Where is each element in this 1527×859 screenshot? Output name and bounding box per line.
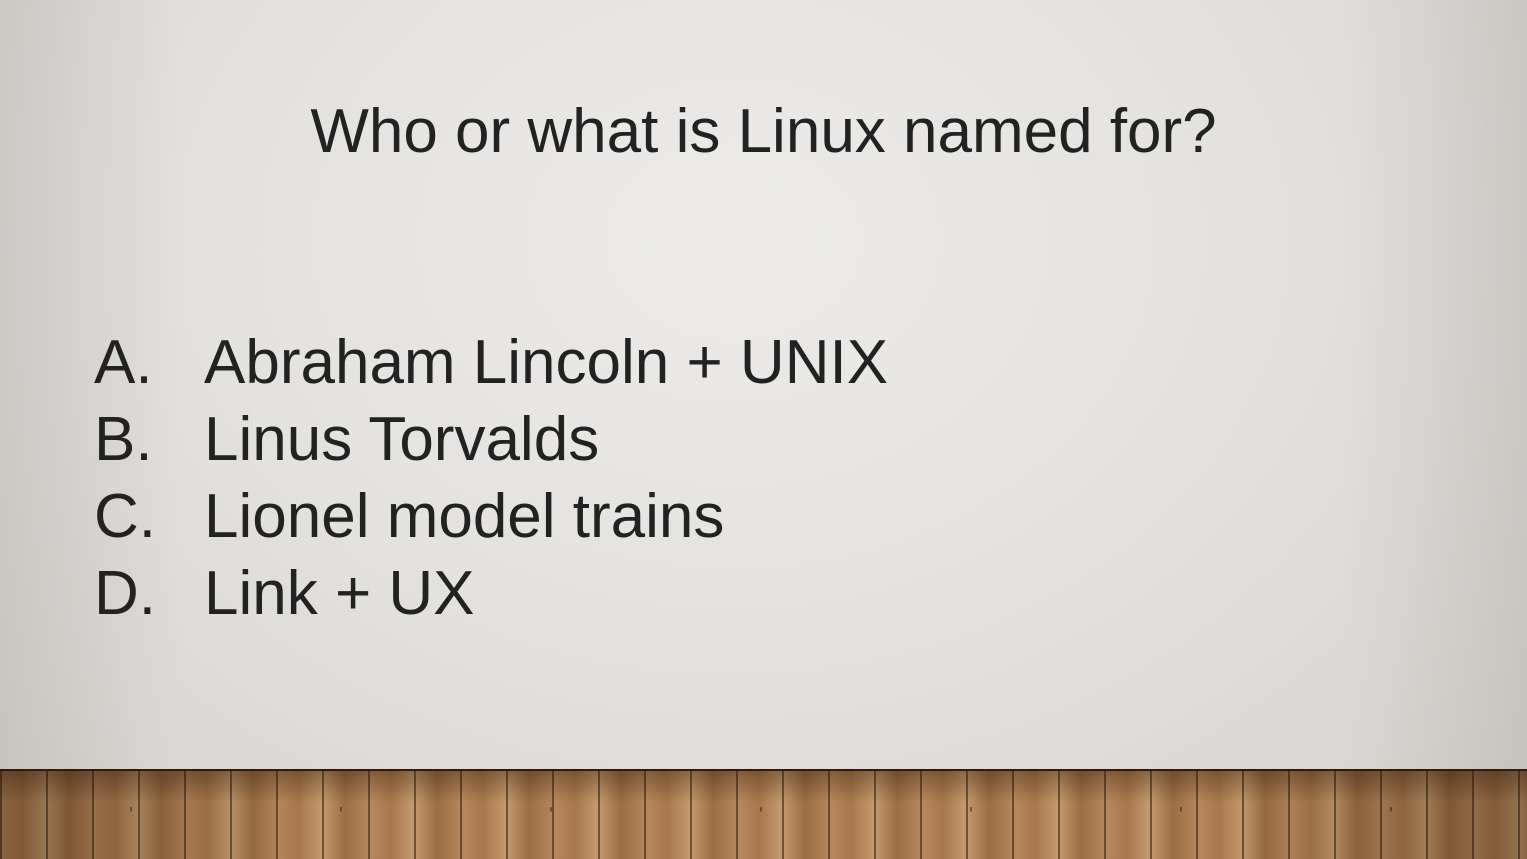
floor-board-seams [0, 771, 1527, 859]
answer-letter: C. [94, 482, 156, 551]
answer-letter: D. [94, 559, 156, 628]
answer-letter: A. [94, 328, 153, 397]
answer-text: Linus Torvalds [204, 405, 600, 474]
answer-letter: B. [94, 405, 153, 474]
answer-list: A. Abraham Lincoln + UNIX B. Linus Torva… [94, 324, 888, 632]
answer-option-c: C. Lionel model trains [94, 478, 888, 555]
answer-text: Abraham Lincoln + UNIX [204, 328, 889, 397]
answer-option-d: D. Link + UX [94, 555, 888, 632]
wood-floor [0, 769, 1527, 859]
answer-option-a: A. Abraham Lincoln + UNIX [94, 324, 888, 401]
answer-text: Lionel model trains [204, 482, 725, 551]
answer-text: Link + UX [204, 559, 475, 628]
answer-option-b: B. Linus Torvalds [94, 401, 888, 478]
slide-title: Who or what is Linux named for? [310, 97, 1217, 166]
